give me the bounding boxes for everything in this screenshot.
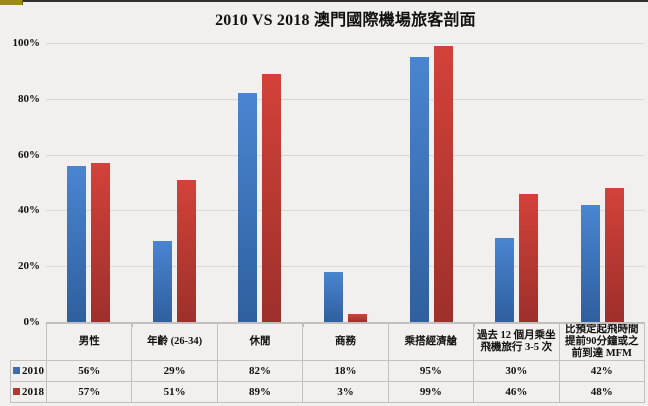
category-header-4: 乘搭經濟艙 (387, 322, 475, 362)
y-tick-label: 60% (18, 149, 40, 161)
value-cell-2018-3: 3% (302, 381, 389, 404)
gridline (46, 99, 645, 100)
bar-2018-4 (434, 46, 453, 322)
plot-area: 100% 80% 60% 40% 20% 0% (13, 37, 645, 328)
bar-2010-2 (238, 93, 257, 322)
y-tick-label: 20% (18, 260, 40, 272)
slide-top-border (0, 0, 648, 2)
legend-key-2010 (13, 367, 20, 375)
gridline (46, 155, 645, 156)
bar-2010-0 (67, 166, 86, 322)
category-header-1: 年齡 (26-34) (131, 322, 218, 362)
legend-key-2018 (13, 388, 20, 396)
value-cell-2010-2: 82% (216, 360, 304, 383)
bar-2018-6 (605, 188, 624, 322)
x-axis-tick (644, 323, 645, 327)
value-cell-2010-3: 18% (302, 360, 389, 383)
bar-2010-6 (581, 205, 600, 322)
value-cell-2018-4: 99% (387, 381, 475, 404)
category-header-3: 商務 (302, 322, 389, 362)
bar-2018-0 (91, 163, 110, 322)
table-row-2018: 2018 57% 51% 89% 3% 99% 46% 48% (10, 381, 646, 404)
gridline (46, 210, 645, 211)
category-header-2: 休閒 (216, 322, 304, 362)
category-header-6: 比預定起飛時間提前90分鐘或之前到達 MFM (558, 322, 646, 362)
data-table: 男性 年齡 (26-34) 休閒 商務 乘搭經濟艙 過去 12 個月乘坐飛機旅行 3-5 … (10, 322, 646, 404)
bar-2010-5 (495, 238, 514, 322)
value-cell-2018-2: 89% (216, 381, 304, 404)
data-table-header-row: 男性 年齡 (26-34) 休閒 商務 乘搭經濟艙 過去 12 個月乘坐飛機旅行 3-5 … (10, 322, 646, 362)
value-cell-2010-1: 29% (131, 360, 218, 383)
table-row-2010: 2010 56% 29% 82% 18% 95% 30% 42% (10, 360, 646, 383)
chart-title: 2010 VS 2018 澳門國際機場旅客剖面 (215, 12, 476, 29)
bar-2010-1 (153, 241, 172, 322)
gridline (46, 43, 645, 44)
value-cell-2018-6: 48% (558, 381, 646, 404)
series-name-label: 2018 (22, 386, 44, 399)
bar-2018-2 (262, 74, 281, 322)
bar-2018-1 (177, 180, 196, 322)
value-cell-2018-1: 51% (131, 381, 218, 404)
value-cell-2018-5: 46% (473, 381, 560, 404)
bar-2018-3 (348, 314, 367, 322)
value-cell-2010-4: 95% (387, 360, 475, 383)
y-tick-label: 40% (18, 204, 40, 216)
series-name-label: 2010 (22, 365, 44, 378)
x-axis-line (46, 322, 645, 323)
value-cell-2010-0: 56% (45, 360, 133, 383)
y-tick-label: 80% (18, 93, 40, 105)
table-corner-cell (10, 323, 47, 362)
category-header-0: 男性 (45, 322, 133, 362)
y-tick-label: 100% (12, 37, 41, 49)
bar-2018-5 (519, 194, 538, 322)
bar-2010-3 (324, 272, 343, 322)
slide-corner-accent-bar (0, 0, 23, 5)
value-cell-2010-5: 30% (473, 360, 560, 383)
gridline (46, 266, 645, 267)
bar-2010-4 (410, 57, 429, 322)
category-header-5: 過去 12 個月乘坐飛機旅行 3-5 次 (473, 322, 560, 362)
value-cell-2010-6: 42% (558, 360, 646, 383)
value-cell-2018-0: 57% (45, 381, 133, 404)
legend-cell-2018: 2018 (10, 381, 47, 404)
legend-cell-2010: 2010 (10, 360, 47, 383)
